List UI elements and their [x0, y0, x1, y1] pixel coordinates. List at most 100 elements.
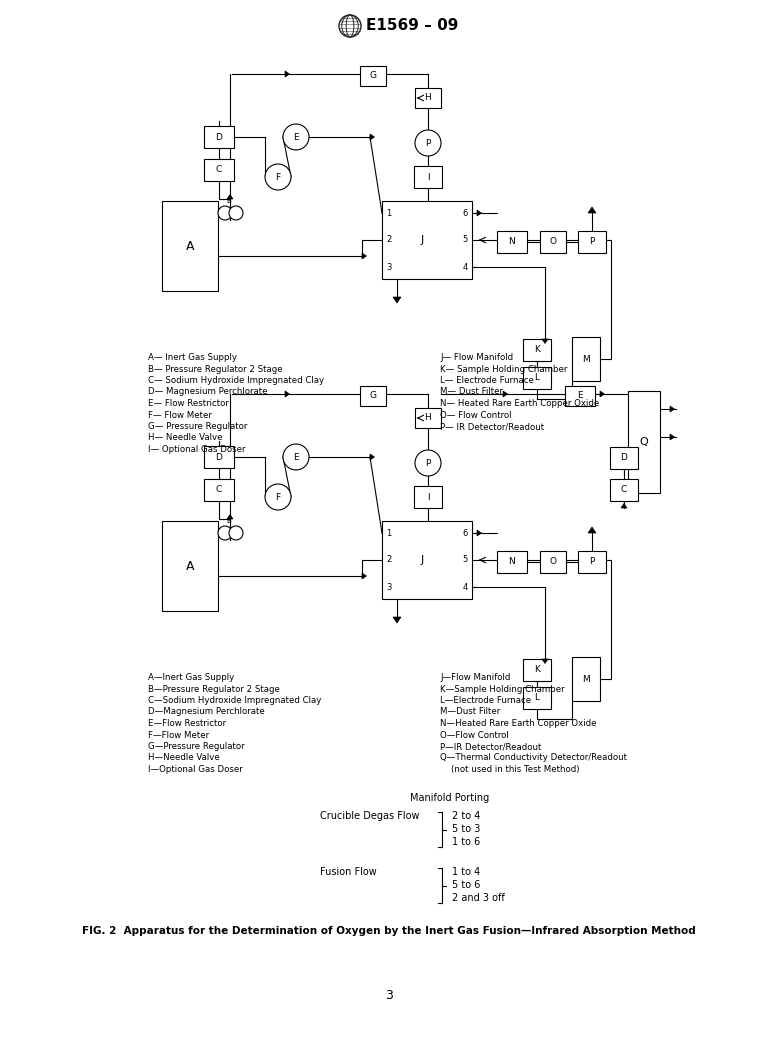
Bar [540, 231, 566, 253]
Bar [204, 479, 234, 501]
Text: D: D [216, 132, 223, 142]
Text: A—Inert Gas Supply: A—Inert Gas Supply [148, 672, 234, 682]
Bar [497, 231, 527, 253]
Circle shape [339, 15, 361, 37]
Text: 2 to 4: 2 to 4 [452, 811, 480, 821]
Bar [565, 386, 595, 406]
Bar [523, 687, 551, 709]
Text: C—Sodium Hydroxide Impregnated Clay: C—Sodium Hydroxide Impregnated Clay [148, 696, 321, 705]
Text: J—Flow Manifold: J—Flow Manifold [440, 672, 510, 682]
Text: O— Flow Control: O— Flow Control [440, 410, 511, 420]
Bar [204, 446, 234, 468]
Polygon shape [670, 406, 675, 412]
Text: C: C [621, 485, 627, 494]
Polygon shape [477, 530, 482, 536]
Polygon shape [285, 391, 289, 397]
Text: E: E [293, 453, 299, 461]
Text: F—Flow Meter: F—Flow Meter [148, 731, 209, 739]
Bar [360, 66, 386, 86]
Polygon shape [503, 391, 507, 397]
Text: FIG. 2  Apparatus for the Determination of Oxygen by the Inert Gas Fusion—Infrar: FIG. 2 Apparatus for the Determination o… [82, 926, 696, 936]
Circle shape [415, 130, 441, 156]
Bar [415, 408, 441, 428]
Text: I: I [426, 173, 429, 181]
Circle shape [229, 206, 243, 220]
Text: 3: 3 [385, 989, 393, 1002]
Text: J: J [420, 235, 424, 245]
Text: P— IR Detector/Readout: P— IR Detector/Readout [440, 422, 544, 431]
Polygon shape [393, 617, 401, 623]
Text: J— Flow Manifold: J— Flow Manifold [440, 353, 513, 362]
Text: D: D [216, 453, 223, 461]
Text: E— Flow Restrictor: E— Flow Restrictor [148, 399, 229, 408]
Circle shape [265, 484, 291, 510]
Text: 5: 5 [462, 235, 468, 245]
Bar [572, 337, 600, 381]
Text: Q: Q [640, 437, 648, 447]
Polygon shape [588, 207, 596, 213]
Text: L: L [534, 693, 539, 703]
Text: G: G [370, 391, 377, 401]
Text: Q—Thermal Conductivity Detector/Readout: Q—Thermal Conductivity Detector/Readout [440, 754, 627, 762]
Text: 2: 2 [387, 235, 391, 245]
Text: O: O [549, 558, 556, 566]
Text: C— Sodium Hydroxide Impregnated Clay: C— Sodium Hydroxide Impregnated Clay [148, 376, 324, 385]
Bar [382, 201, 472, 279]
Text: P: P [426, 458, 431, 467]
Text: 2 and 3 off: 2 and 3 off [452, 893, 505, 903]
Text: I— Optional Gas Doser: I— Optional Gas Doser [148, 445, 246, 454]
Bar [610, 447, 638, 469]
Bar [497, 551, 527, 573]
Bar [414, 486, 442, 508]
Text: M: M [582, 675, 590, 684]
Text: 4: 4 [462, 262, 468, 272]
Text: P: P [426, 138, 431, 148]
Text: (not used in this Test Method): (not used in this Test Method) [440, 765, 580, 775]
Text: B: B [226, 198, 231, 204]
Text: 1: 1 [387, 529, 391, 537]
Bar [523, 367, 551, 389]
Bar [523, 659, 551, 681]
Polygon shape [393, 297, 401, 303]
Bar [204, 159, 234, 181]
Text: E1569 – 09: E1569 – 09 [366, 19, 458, 33]
Polygon shape [670, 434, 675, 440]
Text: M: M [582, 355, 590, 363]
Text: L: L [534, 374, 539, 382]
Text: E: E [577, 391, 583, 401]
Polygon shape [285, 71, 289, 77]
Text: B—Pressure Regulator 2 Stage: B—Pressure Regulator 2 Stage [148, 685, 280, 693]
Circle shape [265, 164, 291, 191]
Text: A— Inert Gas Supply: A— Inert Gas Supply [148, 353, 237, 362]
Text: P: P [589, 558, 594, 566]
Polygon shape [362, 253, 366, 259]
Text: M— Dust Filter: M— Dust Filter [440, 387, 503, 397]
Bar [578, 231, 606, 253]
Bar [628, 391, 660, 493]
Polygon shape [600, 391, 605, 397]
Text: 5 to 6: 5 to 6 [452, 880, 480, 890]
Text: F— Flow Meter: F— Flow Meter [148, 410, 212, 420]
Text: 6: 6 [462, 529, 468, 537]
Text: N— Heated Rare Earth Copper Oxide: N— Heated Rare Earth Copper Oxide [440, 399, 599, 408]
Circle shape [283, 124, 309, 150]
Polygon shape [227, 514, 233, 519]
Text: Manifold Porting: Manifold Porting [410, 793, 489, 803]
Circle shape [229, 526, 243, 540]
Bar [540, 551, 566, 573]
Text: B: B [226, 518, 231, 524]
Polygon shape [588, 527, 596, 533]
Text: H— Needle Valve: H— Needle Valve [148, 433, 223, 442]
Text: C: C [216, 166, 223, 175]
Polygon shape [370, 454, 374, 460]
Text: 6: 6 [462, 208, 468, 218]
Polygon shape [542, 659, 548, 663]
Text: G— Pressure Regulator: G— Pressure Regulator [148, 422, 247, 431]
Polygon shape [227, 195, 233, 199]
Text: O: O [549, 237, 556, 247]
Bar [360, 386, 386, 406]
Text: L—Electrode Furnace: L—Electrode Furnace [440, 696, 531, 705]
Circle shape [218, 206, 232, 220]
Text: G—Pressure Regulator: G—Pressure Regulator [148, 742, 244, 751]
Bar [610, 479, 638, 501]
